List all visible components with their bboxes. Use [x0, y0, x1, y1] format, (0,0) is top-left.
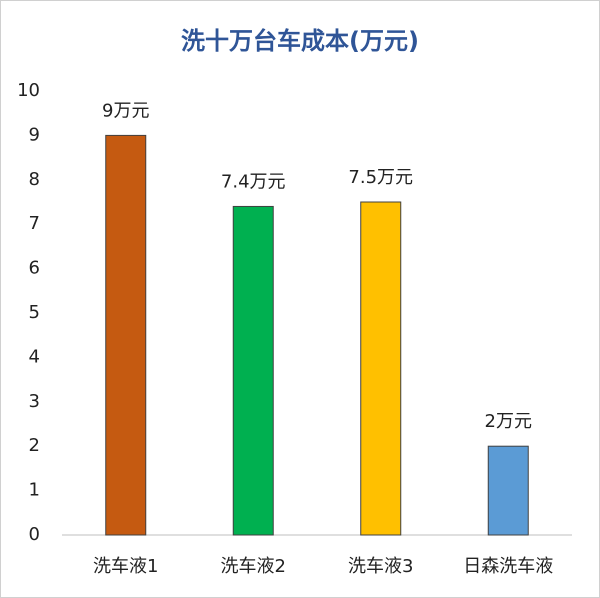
y-tick-label: 1 [29, 480, 40, 501]
y-tick-label: 2 [29, 435, 40, 456]
y-tick-label: 6 [29, 258, 40, 279]
bar [360, 201, 402, 536]
data-label: 2万元 [485, 411, 532, 432]
y-tick-label: 5 [29, 302, 40, 323]
y-tick-label: 10 [17, 80, 40, 101]
data-label: 7.5万元 [348, 167, 413, 188]
bar [105, 134, 147, 536]
y-tick-label: 9 [29, 124, 40, 145]
y-tick-label: 4 [29, 346, 40, 367]
y-tick-label: 0 [29, 524, 40, 545]
y-tick-label: 8 [29, 169, 40, 190]
bar [232, 205, 274, 536]
data-label: 9万元 [102, 100, 149, 121]
y-tick-label: 7 [29, 213, 40, 234]
bar [487, 445, 529, 536]
x-tick-label: 洗车液2 [221, 556, 286, 577]
chart-title: 洗十万台车成本(万元) [181, 27, 419, 55]
x-tick-label: 洗车液3 [348, 556, 413, 577]
x-tick-label: 洗车液1 [93, 556, 158, 577]
data-label: 7.4万元 [221, 171, 286, 192]
y-tick-label: 3 [29, 391, 40, 412]
x-tick-label: 日森洗车液 [463, 556, 553, 577]
